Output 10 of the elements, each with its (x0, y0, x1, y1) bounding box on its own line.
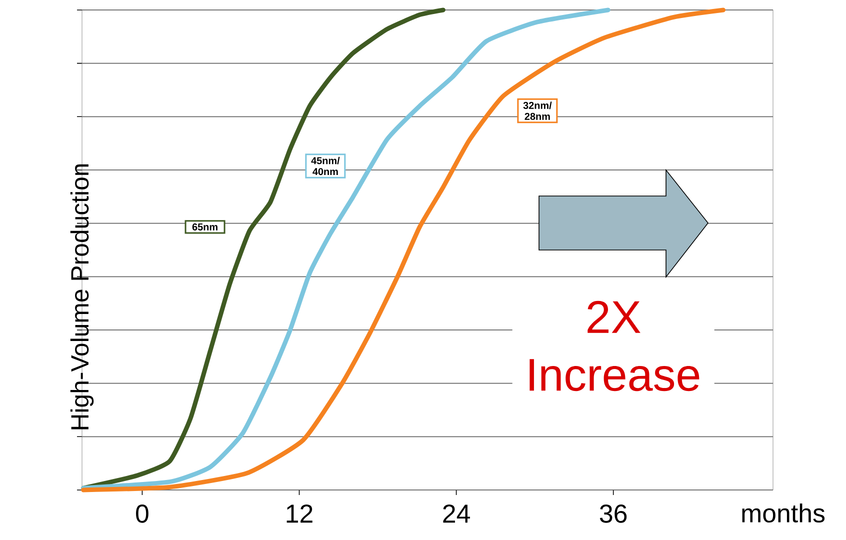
x-tick-label: 24 (443, 504, 470, 523)
x-tick-label: 36 (600, 504, 627, 523)
y-axis-title: High-Volume Production (70, 164, 94, 430)
text: 65nm (192, 223, 218, 230)
x-axis-title: months (742, 504, 825, 523)
text: 45nm/ 40nm (311, 156, 340, 176)
x-tick-label: 0 (136, 504, 148, 523)
series-label: 32nm/ 28nm (523, 102, 552, 120)
x-tick-label: 12 (286, 504, 312, 523)
annotation: 2X Increase (530, 300, 700, 392)
